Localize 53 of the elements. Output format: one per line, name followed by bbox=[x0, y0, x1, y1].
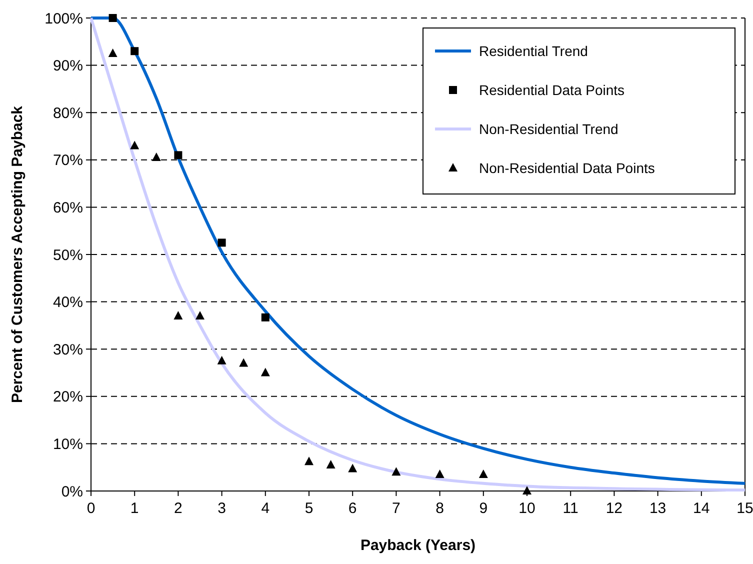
x-tick-label: 14 bbox=[693, 500, 710, 517]
point bbox=[217, 356, 226, 364]
point bbox=[522, 486, 532, 494]
y-tick-label: 50% bbox=[52, 246, 83, 264]
point bbox=[218, 238, 226, 247]
y-tick-label: 40% bbox=[52, 294, 83, 312]
x-tick-label: 7 bbox=[392, 500, 400, 517]
x-tick-label: 5 bbox=[304, 500, 314, 517]
point bbox=[239, 358, 248, 367]
x-tick-label: 15 bbox=[736, 500, 753, 517]
y-tick-label: 90% bbox=[52, 58, 83, 75]
point bbox=[261, 313, 270, 322]
y-tick-label: 70% bbox=[52, 152, 83, 170]
x-tick-label: 8 bbox=[436, 500, 444, 517]
legend-label: Residential Trend bbox=[479, 42, 588, 59]
x-tick-label: 0 bbox=[86, 500, 96, 517]
y-tick-label: 10% bbox=[52, 436, 83, 453]
y-tick-label: 60% bbox=[52, 199, 83, 216]
point bbox=[260, 368, 270, 376]
point bbox=[174, 151, 182, 160]
point bbox=[108, 48, 118, 57]
legend-label: Non-Residential Trend bbox=[479, 120, 618, 137]
x-axis-title: Payback (Years) bbox=[360, 537, 476, 554]
point bbox=[435, 469, 444, 478]
y-axis-title: Percent of Customers Accepting Payback bbox=[9, 105, 26, 404]
x-tick-label: 12 bbox=[606, 500, 623, 517]
legend-label: Non-Residential Data Points bbox=[479, 160, 655, 176]
point bbox=[152, 152, 161, 162]
x-tick-label: 10 bbox=[518, 500, 536, 517]
x-tick-label: 3 bbox=[218, 500, 226, 517]
y-tick-label: 100% bbox=[44, 10, 83, 28]
x-tick-label: 9 bbox=[479, 500, 488, 517]
y-tick-label: 0% bbox=[61, 483, 83, 500]
point bbox=[304, 456, 314, 466]
legend-label: Residential Data Points bbox=[479, 82, 625, 98]
x-tick-label: 13 bbox=[649, 500, 666, 517]
point bbox=[478, 469, 488, 478]
x-tick-label: 6 bbox=[348, 500, 357, 517]
point bbox=[348, 464, 358, 472]
y-tick-label: 20% bbox=[52, 388, 83, 406]
y-tick-label: 80% bbox=[52, 104, 83, 122]
x-tick-label: 11 bbox=[562, 500, 578, 517]
point bbox=[196, 310, 204, 320]
point bbox=[174, 310, 183, 320]
y-tick-label: 30% bbox=[52, 341, 83, 358]
point bbox=[108, 14, 117, 22]
x-tick-label: 4 bbox=[261, 500, 270, 517]
point bbox=[326, 460, 336, 468]
x-tick-label: 2 bbox=[174, 500, 182, 517]
x-tick-label: 1 bbox=[130, 500, 139, 517]
point bbox=[130, 140, 140, 150]
point bbox=[130, 47, 139, 56]
point bbox=[392, 467, 401, 476]
